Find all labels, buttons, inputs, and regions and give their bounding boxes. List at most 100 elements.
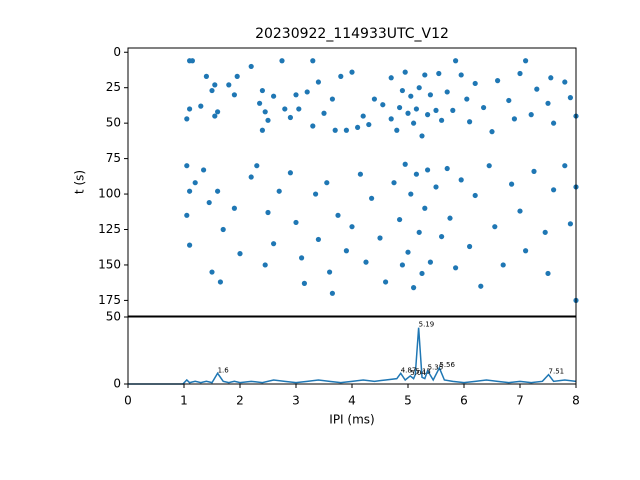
x-axis-label: IPI (ms)	[329, 413, 374, 427]
point	[315, 79, 321, 85]
point	[425, 167, 431, 173]
point	[413, 106, 419, 112]
point	[489, 129, 495, 135]
point	[422, 72, 428, 78]
point	[276, 188, 282, 194]
point	[198, 103, 204, 109]
y-tick-label: 0	[113, 377, 121, 391]
point	[500, 262, 506, 268]
point	[324, 180, 330, 186]
x-tick-label: 7	[516, 394, 524, 408]
x-tick-label: 0	[124, 394, 132, 408]
point	[310, 123, 316, 129]
point	[257, 100, 263, 106]
point	[413, 171, 419, 177]
point	[511, 116, 517, 122]
y-tick-label: 75	[106, 151, 121, 165]
point	[329, 96, 335, 102]
x-tick-label: 2	[236, 394, 244, 408]
point	[416, 229, 422, 235]
point	[327, 269, 333, 275]
point	[203, 73, 209, 79]
point	[551, 120, 557, 126]
point	[215, 188, 221, 194]
y-tick-label: 50	[106, 310, 121, 324]
point	[506, 97, 512, 104]
point	[262, 109, 268, 115]
point	[447, 215, 453, 221]
point	[439, 233, 445, 240]
point	[399, 262, 405, 268]
point	[528, 112, 534, 118]
point	[206, 199, 212, 206]
point	[265, 209, 271, 216]
x-tick-label: 6	[460, 394, 468, 408]
point	[248, 174, 254, 180]
point	[548, 75, 554, 81]
peak-annotation: 1.6	[218, 366, 230, 374]
point	[237, 251, 243, 257]
y-tick-label: 125	[98, 222, 121, 236]
point	[315, 236, 321, 243]
point	[184, 163, 190, 169]
point	[427, 92, 433, 98]
point	[220, 226, 226, 233]
point	[402, 161, 408, 167]
point	[433, 107, 439, 113]
point	[436, 70, 442, 77]
point	[287, 170, 293, 176]
x-tick-label: 1	[180, 394, 188, 408]
point	[467, 119, 473, 125]
point	[271, 241, 277, 247]
point	[187, 242, 193, 248]
point	[226, 82, 232, 88]
point	[377, 235, 383, 241]
point	[495, 78, 501, 84]
point	[338, 73, 344, 79]
point	[388, 75, 394, 81]
point	[184, 212, 190, 218]
point	[416, 85, 422, 91]
axes-frame	[127, 316, 577, 385]
point	[422, 205, 428, 211]
point	[271, 93, 277, 99]
point	[419, 270, 425, 277]
point	[567, 221, 574, 227]
y-tick-label: 175	[98, 293, 121, 307]
point	[189, 58, 195, 64]
point	[231, 92, 237, 98]
point	[486, 163, 492, 169]
point	[458, 72, 464, 78]
point	[343, 248, 349, 254]
point	[534, 86, 540, 92]
y-tick-label: 100	[98, 187, 121, 201]
point	[349, 224, 355, 230]
point	[444, 89, 450, 95]
point	[411, 120, 417, 126]
point	[349, 69, 355, 75]
point	[209, 269, 215, 275]
point	[523, 58, 529, 64]
point	[531, 168, 537, 174]
point	[419, 133, 425, 139]
point	[313, 191, 319, 197]
point	[371, 96, 377, 102]
point	[293, 219, 299, 226]
point	[405, 110, 411, 116]
point	[187, 188, 193, 194]
y-tick-label: 25	[106, 80, 121, 94]
point	[184, 116, 190, 122]
point	[425, 112, 431, 118]
point	[321, 110, 327, 116]
point	[542, 229, 548, 235]
point	[212, 82, 218, 88]
point	[481, 104, 487, 111]
point	[545, 270, 551, 277]
point	[231, 205, 237, 211]
point	[201, 167, 207, 173]
point	[450, 107, 456, 113]
point	[332, 127, 338, 133]
point	[363, 259, 369, 265]
point	[360, 113, 366, 119]
point	[215, 109, 221, 115]
